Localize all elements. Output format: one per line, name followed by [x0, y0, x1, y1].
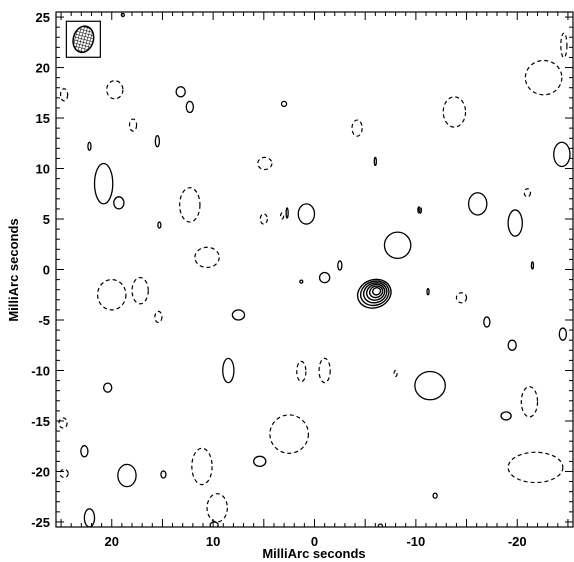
negative-contour	[179, 187, 201, 223]
positive-contour	[231, 309, 246, 321]
negative-contour	[269, 414, 310, 454]
negative-contour	[455, 292, 468, 304]
positive-contour	[253, 455, 267, 468]
y-tick-label: 10	[36, 162, 50, 177]
y-axis-label: MilliArc seconds	[6, 218, 21, 321]
x-tick-label: 20	[105, 534, 119, 549]
y-axis: -25 -20 -15 -10 -5 0 5 10 15 20 25	[31, 10, 573, 530]
positive-contour	[373, 156, 377, 167]
negative-contour	[154, 310, 163, 324]
negative-contour	[417, 205, 423, 215]
negative-contour	[191, 447, 213, 486]
x-axis-label: MilliArc seconds	[262, 546, 365, 561]
y-tick-label: -10	[31, 363, 50, 378]
y-tick-label: -25	[31, 515, 50, 530]
beam-inset	[65, 20, 101, 58]
positive-contour	[553, 141, 571, 168]
negative-contour	[194, 246, 220, 269]
positive-contour	[154, 135, 161, 148]
source-contour-level	[359, 280, 390, 307]
positive-contour	[426, 288, 430, 296]
negative-contour	[507, 451, 564, 484]
positive-contour	[558, 327, 568, 341]
source-contour-level	[371, 287, 382, 296]
positive-contour	[507, 339, 517, 351]
positive-contour	[113, 196, 125, 210]
y-tick-label: -5	[38, 313, 50, 328]
positive-contour	[299, 279, 304, 284]
x-tick-label: -10	[406, 534, 425, 549]
positive-contour	[87, 141, 92, 151]
positive-contour	[285, 207, 289, 219]
positive-contour	[383, 231, 412, 260]
positive-contour	[377, 523, 384, 527]
negative-contour	[106, 80, 124, 100]
negative-contour	[206, 493, 228, 523]
positive-contour	[297, 203, 316, 225]
negative-contour	[523, 188, 532, 198]
positive-contour	[500, 411, 512, 421]
positive-contour	[432, 492, 438, 499]
positive-contour	[507, 209, 523, 237]
positive-contour	[102, 382, 113, 393]
positive-contour	[120, 12, 126, 18]
negative-contour	[96, 278, 127, 311]
positive-contour	[117, 463, 137, 488]
positive-contour	[157, 221, 162, 229]
x-tick-label: 0	[311, 534, 318, 549]
y-tick-label: -20	[31, 464, 50, 479]
source-contour-level	[356, 278, 392, 309]
positive-contour	[80, 445, 89, 458]
y-tick-label: 0	[43, 263, 50, 278]
y-tick-label: 20	[36, 61, 50, 76]
negative-contour	[393, 369, 398, 378]
negative-contour	[560, 32, 568, 59]
negative-contour	[59, 88, 69, 102]
negative-contour	[128, 118, 138, 132]
positive-contour	[414, 370, 446, 401]
x-tick-label: 10	[206, 534, 220, 549]
negative-contour	[520, 386, 539, 418]
negative-contour	[442, 96, 467, 128]
source-contours	[356, 278, 392, 309]
y-tick-label: -15	[31, 414, 50, 429]
plot-frame	[55, 11, 574, 528]
positive-contour	[83, 508, 96, 527]
negative-contour	[58, 417, 68, 429]
positive-contour	[467, 192, 488, 216]
positive-contour	[483, 316, 491, 328]
x-tick-label: -20	[508, 534, 527, 549]
contour-layer	[58, 12, 571, 527]
positive-contour	[160, 470, 167, 479]
negative-contour	[257, 156, 273, 171]
positive-contour	[185, 100, 195, 114]
source-contour-level	[362, 282, 388, 304]
negative-contour	[351, 119, 363, 137]
y-tick-label: 15	[36, 111, 50, 126]
beam-ellipse	[72, 25, 95, 54]
source-contour-level	[365, 283, 386, 301]
positive-contour	[175, 86, 186, 98]
y-tick-label: 25	[36, 10, 50, 25]
negative-contour	[318, 357, 331, 384]
negative-contour	[296, 360, 307, 383]
positive-contour	[530, 261, 535, 270]
source-contour-level	[368, 285, 384, 299]
positive-contour	[318, 271, 331, 284]
x-axis: 20 10 0 -10 -20	[60, 12, 569, 549]
negative-contour	[524, 59, 563, 96]
negative-contour	[59, 468, 69, 479]
positive-contour	[337, 260, 343, 271]
negative-contour	[279, 212, 285, 220]
positive-contour	[280, 100, 288, 108]
negative-contour	[259, 213, 268, 225]
positive-contour	[93, 162, 114, 205]
negative-contour	[131, 276, 149, 305]
positive-contour	[222, 357, 235, 384]
y-tick-label: 5	[43, 212, 50, 227]
